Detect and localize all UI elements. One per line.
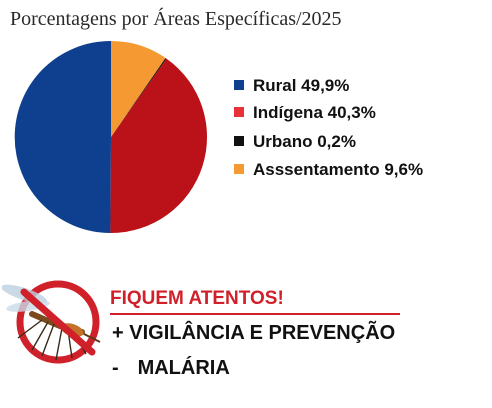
legend-label-rural: Rural 49,9% [253, 76, 350, 95]
no-mosquito-icon [2, 280, 101, 364]
legend-label-indigena: Indígena 40,3% [253, 103, 376, 122]
chart-title: Porcentagens por Áreas Específicas/2025 [10, 8, 342, 30]
alert-line-vigilancia: + VIGILÂNCIA E PREVENÇÃO [112, 322, 396, 344]
pie-slice-urbano [111, 57, 167, 137]
pie-slice-rural [14, 40, 111, 234]
legend-item-urbano: Urbano 0,2% [234, 132, 356, 152]
legend-item-assentamento: Asssentamento 9,6% [234, 160, 423, 180]
pie-slice-indigena [110, 58, 208, 234]
legend-swatch-indigena [234, 107, 244, 117]
legend-label-urbano: Urbano 0,2% [253, 132, 356, 151]
legend-label-assentamento: Asssentamento 9,6% [253, 160, 424, 179]
legend-swatch-assentamento [234, 164, 244, 174]
legend-swatch-rural [234, 80, 244, 90]
alert-underline [110, 313, 400, 315]
alert-dash: - [112, 357, 119, 379]
legend-item-indigena: Indígena 40,3% [234, 103, 376, 123]
alert-title: FIQUEM ATENTOS! [110, 288, 284, 309]
pie-slice-assentamento [111, 41, 166, 137]
alert-malaria-text: MALÁRIA [137, 357, 230, 379]
alert-line-malaria: - MALÁRIA [112, 357, 230, 380]
legend-item-rural: Rural 49,9% [234, 76, 349, 96]
legend-swatch-urbano [234, 136, 244, 146]
